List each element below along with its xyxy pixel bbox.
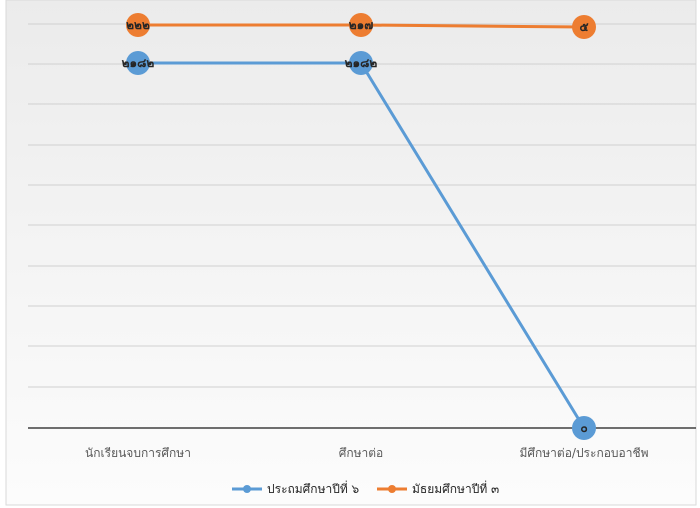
data-label: ๒๑๘๒ bbox=[345, 56, 378, 70]
data-point bbox=[349, 51, 373, 75]
legend-label: ประถมศึกษาปีที่ ๖ bbox=[267, 480, 359, 496]
legend-marker bbox=[388, 485, 396, 493]
data-label: ๐ bbox=[580, 421, 587, 435]
x-tick-label: นักเรียนจบการศึกษา bbox=[85, 446, 191, 460]
data-point bbox=[126, 51, 150, 75]
data-label: ๒๒๒ bbox=[126, 18, 150, 32]
data-label: ๕ bbox=[579, 20, 588, 34]
data-point bbox=[572, 15, 596, 39]
x-tick-label: ศึกษาต่อ bbox=[339, 446, 384, 460]
legend-item: ประถมศึกษาปีที่ ๖ bbox=[232, 480, 359, 496]
x-tick-label: มีศึกษาต่อ/ประกอบอาชีพ bbox=[519, 446, 648, 460]
data-point bbox=[126, 13, 150, 37]
x-axis-tick-labels: นักเรียนจบการศึกษา ศึกษาต่อ มีศึกษาต่อ/ประ… bbox=[85, 446, 649, 460]
data-point bbox=[349, 13, 373, 37]
data-label: ๒๑๘๒ bbox=[122, 56, 155, 70]
legend-label: มัธยมศึกษาปีที่ ๓ bbox=[412, 480, 499, 496]
legend: ประถมศึกษาปีที่ ๖ มัธยมศึกษาปีที่ ๓ bbox=[232, 480, 499, 496]
legend-marker bbox=[243, 485, 251, 493]
series-2: ๒๒๒ ๒๑๗ ๕ bbox=[126, 13, 596, 39]
legend-item: มัธยมศึกษาปีที่ ๓ bbox=[377, 480, 499, 496]
data-label: ๒๑๗ bbox=[349, 18, 374, 32]
data-point bbox=[572, 416, 596, 440]
